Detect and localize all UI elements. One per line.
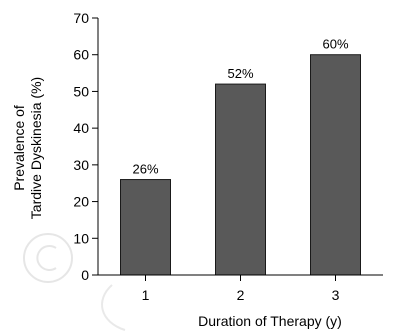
x-ticks-group: 1 2 3 (142, 275, 340, 303)
y-tick-label: 20 (73, 194, 89, 210)
y-ticks-group: 0 10 20 30 40 50 60 70 (73, 10, 98, 283)
bar (120, 179, 171, 276)
y-axis-title: Prevalence of Tardive Dyskinesia (%) (11, 77, 44, 219)
x-tick-label: 1 (142, 287, 150, 303)
bar (310, 54, 361, 276)
y-tick-label: 50 (73, 83, 89, 99)
y-tick-label: 40 (73, 120, 89, 136)
bar (215, 83, 266, 276)
x-tick-label: 2 (237, 287, 245, 303)
bar-value-label: 26% (132, 162, 158, 177)
y-axis-title-line-1: Prevalence of (11, 105, 27, 191)
y-axis-title-line-2: Tardive Dyskinesia (%) (28, 77, 44, 219)
y-tick-label: 30 (73, 157, 89, 173)
bar-value-label: 60% (322, 37, 348, 52)
bar-value-label: 52% (227, 66, 253, 81)
y-tick-label: 70 (73, 10, 89, 26)
x-axis-title: Duration of Therapy (y) (198, 313, 342, 329)
y-tick-label: 0 (81, 267, 89, 283)
x-tick-label: 3 (332, 287, 340, 303)
y-tick-label: 10 (73, 230, 89, 246)
bars-group (120, 54, 361, 276)
y-tick-label: 60 (73, 47, 89, 63)
copyright-watermark (23, 233, 126, 331)
data-labels-group: 26% 52% 60% (132, 37, 348, 177)
